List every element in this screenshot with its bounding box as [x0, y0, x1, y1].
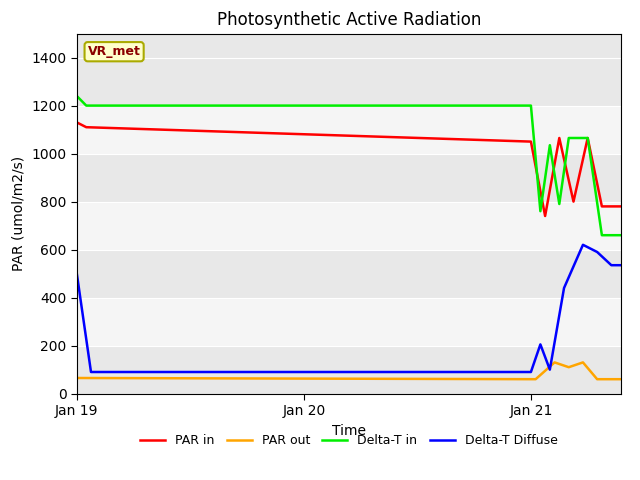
Legend: PAR in, PAR out, Delta-T in, Delta-T Diffuse: PAR in, PAR out, Delta-T in, Delta-T Dif…: [135, 429, 563, 452]
X-axis label: Time: Time: [332, 423, 366, 438]
Bar: [77, 58, 621, 106]
PAR out: [115, 375, 122, 381]
Delta-T Diffuse: [87, 369, 95, 375]
Delta-T Diffuse: [116, 369, 124, 375]
Delta-T in: [115, 103, 122, 108]
Line: Delta-T Diffuse: Delta-T Diffuse: [77, 245, 621, 372]
PAR out: [617, 376, 625, 382]
PAR in: [442, 136, 450, 142]
Delta-T in: [442, 103, 450, 108]
Bar: [77, 298, 621, 346]
PAR out: [527, 376, 535, 382]
Bar: [77, 250, 621, 298]
Delta-T in: [73, 93, 81, 99]
Delta-T in: [617, 232, 625, 238]
Delta-T in: [534, 182, 542, 188]
Delta-T in: [509, 103, 517, 108]
Line: PAR in: PAR in: [77, 122, 621, 216]
PAR in: [509, 138, 517, 144]
PAR in: [73, 120, 81, 125]
Bar: [77, 154, 621, 202]
PAR out: [536, 373, 543, 379]
Bar: [77, 202, 621, 250]
Delta-T Diffuse: [416, 369, 424, 375]
PAR out: [442, 376, 450, 382]
PAR in: [115, 125, 122, 131]
Text: VR_met: VR_met: [88, 45, 141, 58]
PAR out: [73, 375, 81, 381]
PAR out: [509, 376, 517, 382]
Delta-T Diffuse: [617, 262, 625, 268]
PAR out: [551, 360, 559, 365]
PAR in: [264, 130, 271, 136]
PAR in: [541, 213, 549, 219]
Bar: [77, 346, 621, 394]
Delta-T Diffuse: [264, 369, 272, 375]
Delta-T in: [415, 103, 422, 108]
Y-axis label: PAR (umol/m2/s): PAR (umol/m2/s): [12, 156, 26, 271]
Title: Photosynthetic Active Radiation: Photosynthetic Active Radiation: [216, 11, 481, 29]
Line: PAR out: PAR out: [77, 362, 621, 379]
Line: Delta-T in: Delta-T in: [77, 96, 621, 235]
Delta-T Diffuse: [511, 369, 518, 375]
PAR out: [415, 376, 422, 382]
PAR out: [264, 376, 271, 382]
Delta-T Diffuse: [443, 369, 451, 375]
Delta-T in: [264, 103, 271, 108]
PAR in: [534, 176, 542, 182]
Delta-T in: [598, 232, 605, 238]
Delta-T Diffuse: [536, 345, 543, 351]
Delta-T Diffuse: [73, 271, 81, 276]
PAR in: [617, 204, 625, 209]
PAR in: [415, 135, 422, 141]
Delta-T Diffuse: [579, 242, 587, 248]
Bar: [77, 106, 621, 154]
